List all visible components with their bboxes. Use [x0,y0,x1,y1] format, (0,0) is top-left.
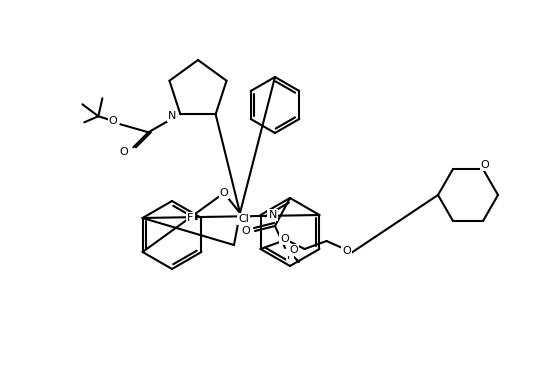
Text: N: N [168,111,176,121]
Text: O: O [120,147,128,157]
Text: F: F [287,251,293,261]
Text: Cl: Cl [238,214,249,224]
Text: N: N [269,210,277,220]
Text: O: O [280,234,289,244]
Text: O: O [220,188,228,198]
Text: O: O [342,246,351,256]
Text: O: O [289,245,298,255]
Text: F: F [187,213,194,223]
Text: O: O [109,116,118,126]
Text: O: O [241,226,250,236]
Text: O: O [481,160,490,170]
